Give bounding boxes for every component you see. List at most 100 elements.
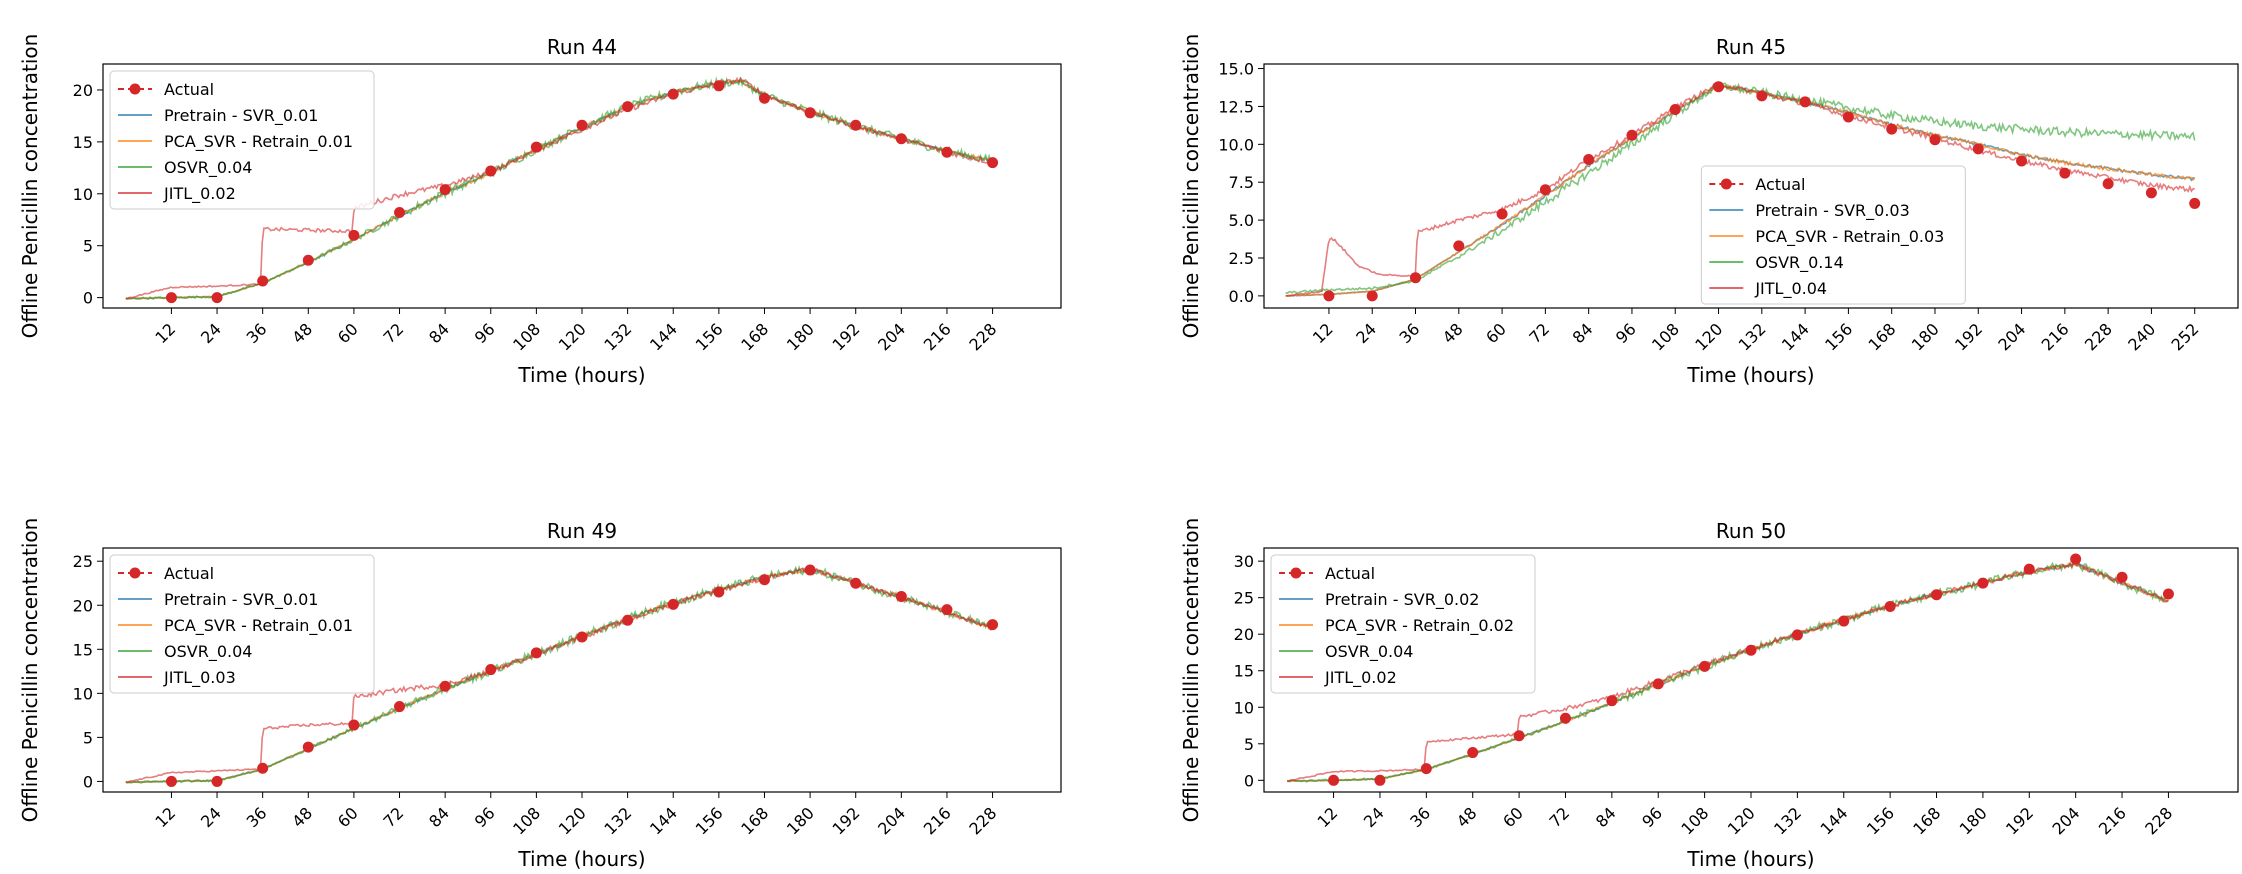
y-tick-label: 5.0 [1229, 211, 1254, 230]
legend-entry: JITL_0.02 [163, 184, 236, 204]
x-tick-label: 96 [1638, 803, 1666, 831]
x-tick-label: 72 [1545, 803, 1573, 831]
actual-point [1410, 272, 1422, 284]
x-axis-label: Time (hours) [517, 363, 645, 387]
y-tick-label: 5 [1244, 735, 1254, 754]
actual-point [1453, 240, 1465, 252]
legend-entry: PCA_SVR - Retrain_0.01 [164, 616, 353, 636]
legend-box [1270, 554, 1536, 694]
actual-point [1539, 184, 1551, 196]
legend-entry: OSVR_0.14 [1755, 253, 1843, 273]
actual-point [804, 107, 816, 119]
chart-title: Run 50 [1716, 519, 1786, 543]
chart-title: Run 45 [1716, 35, 1786, 59]
actual-point [302, 741, 314, 753]
series-jitl [125, 76, 994, 300]
x-tick-label: 240 [2124, 319, 2159, 354]
y-tick-label: 12.5 [1218, 97, 1254, 116]
actual-point [1366, 290, 1378, 302]
actual-point [895, 590, 907, 602]
y-tick-label: 5 [83, 728, 93, 747]
legend-box [109, 554, 375, 694]
chart-panel-1: Run 44 Offline Penicillin concentration Ti… [18, 34, 1062, 387]
actual-point [2016, 155, 2028, 167]
x-tick-label: 216 [920, 803, 955, 838]
actual-point [758, 574, 770, 586]
actual-point [1884, 600, 1896, 612]
x-tick-label: 72 [1525, 319, 1553, 347]
x-tick-label: 108 [509, 319, 544, 354]
x-tick-label: 84 [1569, 319, 1597, 347]
actual-point [1374, 774, 1386, 786]
actual-point [2102, 178, 2114, 190]
x-tick-label: 36 [243, 803, 271, 831]
legend-entry: PCA_SVR - Retrain_0.01 [164, 132, 353, 152]
x-tick-label: 228 [965, 319, 1000, 354]
series-osvr [1287, 560, 2169, 783]
x-axis-label: Time (hours) [517, 847, 645, 871]
y-tick-label: 15 [73, 133, 93, 152]
x-tick-label: 144 [646, 803, 681, 838]
plot-area [125, 76, 994, 301]
x-tick-label: 12 [151, 803, 179, 831]
actual-point [1496, 208, 1508, 220]
x-tick-label: 144 [1817, 803, 1852, 838]
plot-area [125, 565, 994, 784]
chart-title: Run 49 [547, 519, 617, 543]
x-tick-label: 24 [1352, 319, 1380, 347]
x-tick-label: 192 [2002, 803, 2037, 838]
chart-panel-2: Run 45 Offline Penicillin concentration Ti… [1179, 34, 2239, 387]
actual-point [1606, 695, 1618, 707]
actual-point [850, 577, 862, 589]
legend: Actual Pretrain - SVR_0.03 PCA_SVR - Retra… [1700, 165, 1966, 305]
actual-point [394, 206, 406, 218]
x-tick-label: 192 [1951, 319, 1986, 354]
x-tick-label: 12 [1314, 803, 1342, 831]
actual-point [1842, 111, 1854, 123]
x-tick-label: 168 [737, 319, 772, 354]
actual-point [2070, 553, 2082, 565]
x-tick-label: 156 [692, 319, 727, 354]
x-tick-label: 96 [471, 803, 499, 831]
y-axis-label: Offline Penicillin concentration [1179, 34, 1203, 339]
x-tick-label: 60 [1482, 319, 1510, 347]
actual-point [2116, 571, 2128, 583]
x-tick-label: 204 [874, 803, 909, 838]
x-tick-label: 24 [197, 803, 225, 831]
actual-point [165, 292, 177, 304]
legend-entry: JITL_0.02 [1324, 668, 1397, 688]
plot-area [1285, 81, 2196, 297]
legend-entry: PCA_SVR - Retrain_0.03 [1755, 227, 1944, 247]
x-tick-label: 180 [1956, 803, 1991, 838]
x-tick-label: 36 [243, 319, 271, 347]
x-tick-label: 204 [874, 319, 909, 354]
legend-entry: Pretrain - SVR_0.02 [1325, 590, 1479, 610]
x-tick-label: 72 [380, 319, 408, 347]
x-tick-label: 204 [1994, 319, 2029, 354]
legend-box [109, 70, 375, 210]
y-axis-label: Offline Penicillin concentration [18, 34, 42, 339]
x-axis-label: Time (hours) [1686, 847, 1814, 871]
legend-entry: Actual [1755, 175, 1805, 194]
actual-point [1467, 747, 1479, 759]
x-tick-label: 132 [600, 803, 635, 838]
actual-point [2059, 167, 2071, 179]
x-tick-label: 216 [920, 319, 955, 354]
actual-point [2145, 187, 2157, 199]
actual-point [804, 564, 816, 576]
y-tick-label: 25 [73, 552, 93, 571]
legend-actual-marker [1720, 178, 1732, 190]
y-tick-label: 30 [1234, 552, 1254, 571]
actual-point [576, 119, 588, 131]
y-tick-label: 0 [1244, 771, 1254, 790]
actual-point [1420, 763, 1432, 775]
actual-point [667, 88, 679, 100]
legend-entry: Pretrain - SVR_0.01 [164, 106, 318, 126]
y-tick-label: 0 [83, 772, 93, 791]
x-tick-label: 132 [1735, 319, 1770, 354]
actual-point [302, 254, 314, 266]
x-tick-label: 96 [471, 319, 499, 347]
x-tick-label: 156 [692, 803, 727, 838]
actual-point [1886, 123, 1898, 135]
actual-point [850, 119, 862, 131]
